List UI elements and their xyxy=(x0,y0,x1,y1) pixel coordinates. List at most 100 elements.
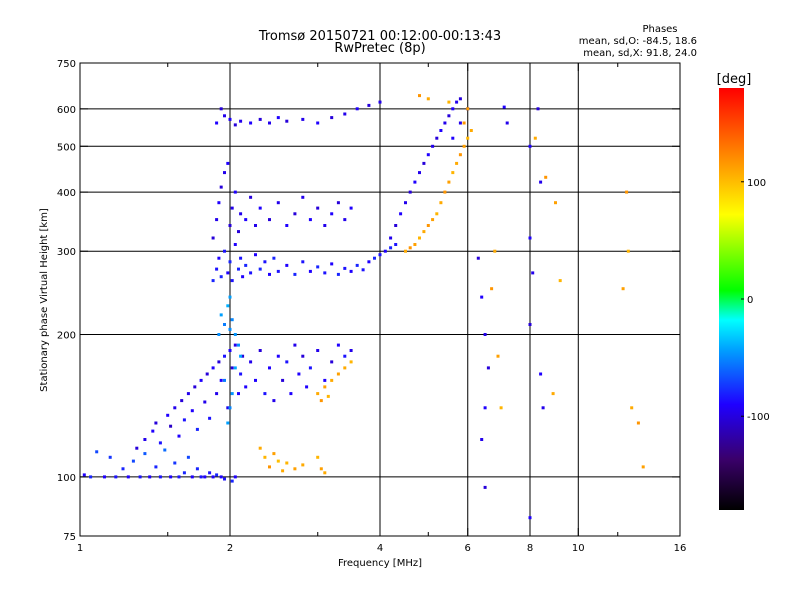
y-tick-label: 300 xyxy=(57,247,76,258)
colorbar xyxy=(719,88,744,510)
data-point xyxy=(230,206,234,210)
data-point xyxy=(539,372,543,376)
data-point xyxy=(205,372,209,376)
data-point xyxy=(169,475,173,479)
data-point xyxy=(483,333,487,336)
data-point xyxy=(293,467,297,471)
data-point xyxy=(455,100,459,104)
data-point xyxy=(103,475,106,479)
data-point xyxy=(268,366,271,370)
data-point xyxy=(276,354,280,358)
colorbar-label: [deg] xyxy=(717,72,752,87)
data-point xyxy=(258,446,262,450)
data-point xyxy=(316,349,320,352)
data-point xyxy=(228,260,232,264)
x-tick-label: 8 xyxy=(527,543,533,554)
data-point xyxy=(211,475,215,479)
data-point xyxy=(217,201,221,205)
data-point xyxy=(361,268,365,272)
data-point xyxy=(108,455,112,459)
data-point xyxy=(308,269,312,273)
data-point xyxy=(404,249,407,253)
data-point xyxy=(281,378,285,382)
data-point xyxy=(223,323,226,326)
chart-subtitle: RwPretec (8p) xyxy=(334,41,425,56)
data-point xyxy=(330,360,334,364)
data-point xyxy=(182,418,186,422)
data-point xyxy=(408,190,412,194)
data-point xyxy=(219,313,223,317)
data-point xyxy=(355,263,359,267)
data-point xyxy=(641,465,645,469)
data-point xyxy=(166,413,170,417)
phases-heading: Phases xyxy=(642,24,677,35)
data-point xyxy=(268,121,271,125)
data-point xyxy=(528,323,532,326)
data-point xyxy=(285,360,289,364)
data-point xyxy=(237,230,240,234)
data-point xyxy=(228,327,232,331)
data-point xyxy=(355,107,359,111)
data-point xyxy=(208,416,212,420)
data-point xyxy=(343,354,347,358)
data-point xyxy=(316,121,320,125)
data-point xyxy=(378,100,382,104)
data-point xyxy=(343,218,347,222)
data-point xyxy=(219,275,223,279)
data-point xyxy=(443,190,447,194)
y-tick-label: 100 xyxy=(57,473,76,484)
data-point xyxy=(237,392,240,396)
data-point xyxy=(528,236,532,240)
data-point xyxy=(308,366,312,370)
data-point xyxy=(193,385,197,389)
data-point xyxy=(630,406,634,410)
data-point xyxy=(408,246,412,250)
data-point xyxy=(308,218,312,222)
data-point xyxy=(215,473,219,477)
data-point xyxy=(217,333,221,336)
data-point xyxy=(249,195,253,199)
x-tick-label: 1 xyxy=(77,543,83,554)
data-point xyxy=(230,279,234,283)
data-point xyxy=(215,121,219,125)
chart-title: Tromsø 20150721 00:12:00-00:13:43 xyxy=(258,29,501,44)
data-point xyxy=(239,354,243,358)
y-tick-label: 600 xyxy=(57,105,76,116)
data-point xyxy=(228,117,232,121)
data-point xyxy=(173,406,177,410)
data-point xyxy=(404,201,407,205)
data-point xyxy=(367,103,371,107)
y-tick-label: 75 xyxy=(63,532,76,543)
colorbar-tick-label: 0 xyxy=(747,295,753,306)
data-point xyxy=(211,236,215,240)
data-point xyxy=(343,366,347,370)
data-point xyxy=(228,295,232,299)
data-point xyxy=(199,378,203,382)
data-point xyxy=(154,465,158,469)
data-point xyxy=(239,212,243,216)
data-point xyxy=(268,272,271,276)
data-point xyxy=(301,117,305,121)
data-point xyxy=(330,262,334,266)
data-point xyxy=(228,349,232,352)
data-point xyxy=(326,394,330,398)
data-point xyxy=(82,473,86,477)
data-point xyxy=(226,304,230,308)
x-axis-label: Frequency [MHz] xyxy=(338,558,422,569)
data-point xyxy=(219,475,223,479)
data-point xyxy=(258,117,262,121)
data-point xyxy=(190,409,194,413)
data-point xyxy=(223,171,226,175)
data-point xyxy=(190,475,194,479)
data-point xyxy=(349,349,353,352)
data-point xyxy=(431,218,435,222)
data-point xyxy=(285,461,289,465)
data-point xyxy=(389,236,393,240)
data-point xyxy=(148,475,152,479)
data-point xyxy=(226,406,230,410)
data-point xyxy=(272,399,276,403)
data-point xyxy=(301,354,305,358)
data-point xyxy=(502,105,506,109)
data-point xyxy=(258,206,262,210)
data-point xyxy=(223,477,226,481)
